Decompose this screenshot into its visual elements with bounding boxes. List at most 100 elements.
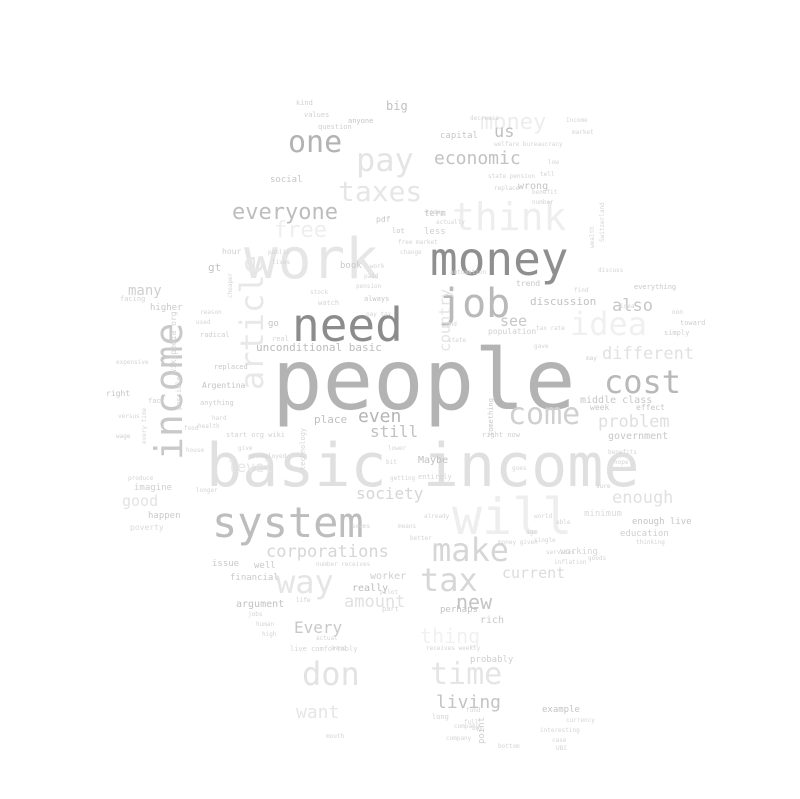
cloud-word: used — [196, 319, 211, 326]
cloud-word: values — [304, 111, 330, 119]
cloud-word: work — [370, 263, 385, 270]
cloud-word: simply — [664, 329, 690, 337]
cloud-word: book — [340, 261, 362, 271]
cloud-word: current — [502, 564, 566, 582]
cloud-word: benefits — [608, 449, 637, 456]
cloud-word: question — [318, 123, 352, 131]
cloud-word: start org wiki — [226, 431, 286, 439]
cloud-word: don — [302, 655, 360, 693]
cloud-word: hard — [212, 415, 227, 422]
cloud-word: free market — [398, 239, 438, 246]
cloud-word: money given — [498, 539, 538, 546]
cloud-word: end — [446, 321, 457, 328]
cloud-word: poverty — [130, 523, 164, 532]
cloud-word: watch — [318, 299, 340, 307]
cloud-word: tax rate — [536, 325, 565, 332]
cloud-word: need — [292, 298, 403, 352]
cloud-word: amount — [344, 592, 406, 612]
cloud-word: come — [508, 397, 581, 432]
cloud-word: government — [608, 431, 669, 442]
cloud-word: discuss — [598, 267, 624, 274]
cloud-word: anything — [200, 399, 234, 407]
cloud-word: fact — [148, 397, 165, 405]
cloud-word: Switzerland — [599, 202, 606, 242]
cloud-word: unconditional basic — [256, 341, 382, 354]
cloud-word: level — [228, 458, 274, 476]
cloud-word: inflation — [554, 559, 587, 566]
cloud-word: tax — [420, 561, 478, 599]
cloud-word: UBI — [556, 745, 567, 752]
cloud-word: pay tax — [366, 311, 392, 318]
cloud-word: higher — [150, 303, 183, 313]
cloud-word: better — [410, 535, 432, 542]
cloud-word: receives weekly — [426, 645, 481, 652]
cloud-word: see — [500, 312, 528, 330]
cloud-word: market — [572, 129, 594, 136]
cloud-word: economic — [434, 148, 521, 169]
cloud-word: give — [238, 445, 253, 452]
cloud-word: hour — [222, 247, 242, 256]
cloud-word: population — [488, 327, 537, 336]
cloud-word: cheaper — [227, 272, 234, 298]
cloud-word: wikipedia org — [169, 311, 178, 374]
cloud-word: happen — [148, 511, 181, 521]
cloud-word: produce — [128, 475, 154, 482]
cloud-word: house — [186, 447, 205, 454]
cloud-word: good — [122, 492, 159, 510]
cloud-word: living — [436, 692, 502, 713]
cloud-word: enough — [612, 488, 674, 508]
cloud-word: free — [274, 218, 327, 243]
cloud-word: new — [456, 590, 493, 614]
cloud-word: money — [480, 110, 547, 135]
cloud-word: paid — [364, 273, 379, 280]
cloud-word: longer — [196, 487, 218, 494]
cloud-word: one — [288, 125, 343, 160]
cloud-word: toward — [680, 319, 706, 327]
cloud-word: gt — [208, 261, 222, 274]
cloud-word: right — [106, 389, 131, 398]
cloud-word: Argentina — [202, 381, 246, 390]
cloud-word: lot — [392, 227, 405, 235]
cloud-word: number receives — [316, 561, 371, 568]
cloud-word: even — [358, 406, 402, 427]
cloud-word: place — [314, 413, 348, 426]
cloud-word: really — [352, 583, 389, 594]
cloud-word: also — [612, 296, 653, 316]
cloud-word: actual — [316, 635, 338, 642]
cloud-word: lower — [388, 445, 407, 452]
cloud-word: decrease — [470, 115, 499, 122]
cloud-word: human — [256, 621, 275, 628]
cloud-word: minimum — [584, 509, 622, 519]
cloud-word: big — [386, 99, 408, 113]
cloud-word: hand — [332, 645, 347, 652]
cloud-word: today — [426, 209, 445, 216]
cloud-word: currency — [566, 717, 595, 724]
cloud-word: term — [424, 209, 446, 219]
cloud-word: company — [446, 735, 472, 742]
cloud-word: goods — [588, 555, 607, 562]
cloud-word: cost — [604, 363, 682, 401]
cloud-word: pilot — [380, 589, 399, 596]
cloud-word: sure — [596, 483, 611, 490]
cloud-word: case — [552, 737, 567, 744]
cloud-word: trend — [516, 279, 541, 288]
cloud-word: rich — [480, 615, 505, 626]
cloud-word: part — [382, 605, 399, 613]
cloud-word: wealth — [589, 226, 596, 248]
cloud-word: live comfortably — [290, 645, 358, 653]
cloud-word: enough live — [632, 517, 692, 527]
cloud-word: welfare bureaucracy — [494, 141, 563, 148]
cloud-word: anyone — [348, 117, 374, 125]
cloud-word: imagine — [134, 483, 172, 493]
cloud-word: state pension — [488, 173, 535, 180]
cloud-word: already — [424, 513, 450, 520]
cloud-word: less — [424, 227, 446, 237]
cloud-word: middle class — [580, 395, 653, 406]
cloud-word: means — [398, 523, 417, 530]
cloud-word: hope — [614, 459, 629, 466]
cloud-word: way — [276, 563, 334, 601]
cloud-word: fund — [466, 707, 481, 714]
cloud-word: non — [672, 309, 683, 316]
cloud-word: basic income — [206, 431, 640, 501]
